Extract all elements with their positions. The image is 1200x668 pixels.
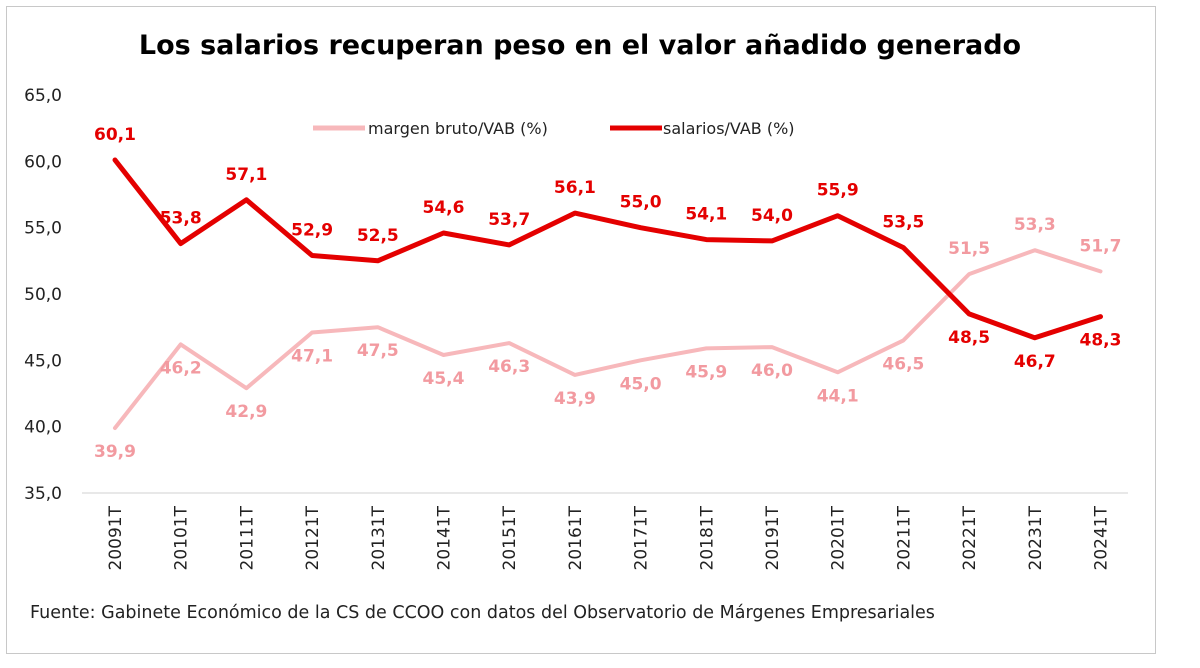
y-tick-label: 40,0: [24, 418, 62, 438]
data-label: 53,7: [488, 210, 530, 230]
data-label: 44,1: [817, 386, 859, 406]
data-label: 47,1: [291, 347, 333, 367]
y-tick-label: 60,0: [24, 152, 62, 172]
chart-title: Los salarios recuperan peso en el valor …: [139, 30, 1021, 61]
y-tick-label: 45,0: [24, 351, 62, 371]
data-label: 53,3: [1014, 215, 1056, 235]
data-label: 46,7: [1014, 352, 1056, 372]
data-label: 51,5: [948, 239, 990, 259]
x-tick-label: 20241T: [1092, 505, 1112, 570]
data-label: 46,3: [488, 357, 530, 377]
data-label: 54,0: [751, 206, 793, 226]
data-label: 47,5: [357, 341, 399, 361]
data-label: 43,9: [554, 389, 596, 409]
data-labels: 39,9 46,2 42,9 47,1 47,5 45,4 46,3 43,9 45,0 45,9…: [94, 125, 1121, 462]
legend: margen bruto/VAB (%) salarios/VAB (%): [313, 119, 795, 138]
data-label: 53,5: [882, 213, 924, 233]
x-tick-label: 20161T: [566, 505, 586, 570]
data-label: 54,6: [423, 198, 465, 218]
source-note: Fuente: Gabinete Económico de la CS de C…: [30, 603, 935, 623]
x-tick-label: 20211T: [894, 505, 914, 570]
x-axis-ticks: 20091T 20101T 20111T 20121T 20131T 20141T 2015…: [106, 505, 1112, 570]
series-lines: [112, 157, 1103, 430]
data-label: 42,9: [225, 402, 267, 422]
x-tick-label: 20111T: [237, 505, 257, 570]
data-label: 45,9: [685, 362, 727, 382]
y-tick-label: 55,0: [24, 219, 62, 239]
y-axis: 35,0 40,0 45,0 50,0 55,0 60,0 65,0: [24, 86, 62, 504]
data-label: 55,0: [620, 193, 662, 213]
data-label: 46,0: [751, 361, 793, 381]
y-tick-label: 35,0: [24, 484, 62, 504]
data-label: 48,5: [948, 328, 990, 348]
x-tick-label: 20231T: [1026, 505, 1046, 570]
data-label: 56,1: [554, 178, 596, 198]
x-tick-label: 20181T: [697, 505, 717, 570]
x-tick-label: 20131T: [369, 505, 389, 570]
data-label: 45,4: [423, 369, 465, 389]
x-tick-label: 20091T: [106, 505, 126, 570]
data-label: 52,5: [357, 226, 399, 246]
x-tick-label: 20201T: [829, 505, 849, 570]
series-line-salarios: [112, 157, 1103, 341]
data-label: 39,9: [94, 442, 136, 462]
x-tick-label: 20171T: [632, 505, 652, 570]
data-label: 51,7: [1080, 236, 1122, 256]
y-tick-label: 65,0: [24, 86, 62, 106]
data-label: 46,5: [882, 354, 924, 374]
legend-label-salarios: salarios/VAB (%): [663, 119, 795, 138]
x-tick-label: 20101T: [172, 505, 192, 570]
data-label: 45,0: [620, 374, 662, 394]
x-tick-label: 20121T: [303, 505, 323, 570]
x-tick-label: 20191T: [763, 505, 783, 570]
data-label: 46,2: [160, 358, 202, 378]
data-label: 60,1: [94, 125, 136, 145]
data-label: 57,1: [225, 165, 267, 185]
data-label: 54,1: [685, 205, 727, 225]
x-tick-label: 20141T: [435, 505, 455, 570]
data-label: 53,8: [160, 209, 202, 229]
data-label: 52,9: [291, 221, 333, 241]
x-tick-label: 20221T: [960, 505, 980, 570]
data-label: 48,3: [1080, 331, 1122, 351]
data-label: 55,9: [817, 181, 859, 201]
chart-frame: [6, 6, 1156, 654]
y-tick-label: 50,0: [24, 285, 62, 305]
x-tick-label: 20151T: [500, 505, 520, 570]
legend-label-margen: margen bruto/VAB (%): [368, 119, 548, 138]
series-line-margen: [113, 248, 1103, 430]
